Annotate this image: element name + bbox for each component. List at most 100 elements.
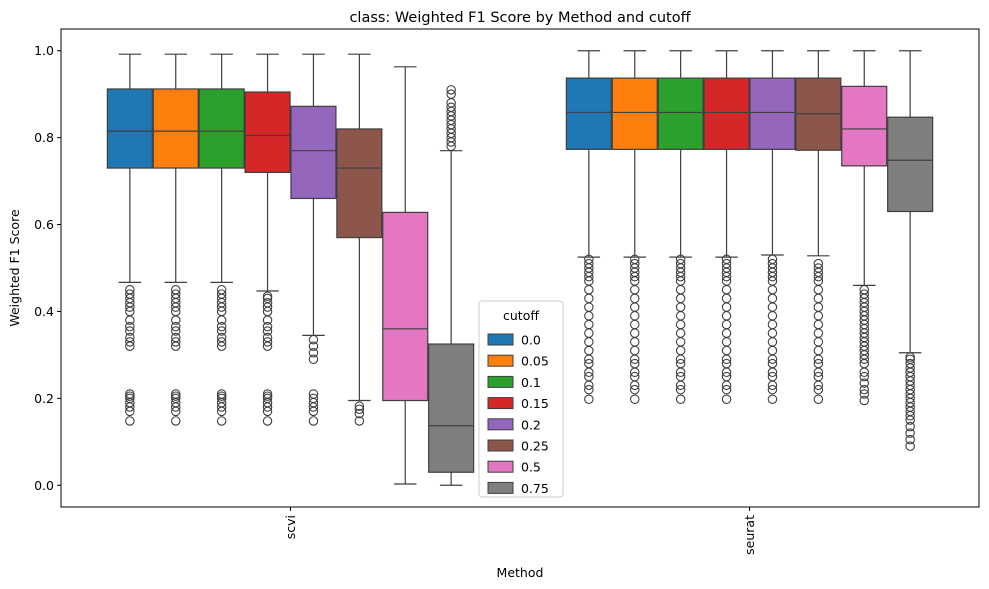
outlier-point [721, 293, 732, 304]
x-tick-label: seurat [742, 515, 757, 555]
outlier-point [859, 395, 869, 406]
outlier-point [584, 328, 594, 338]
x-tick-label: scvi [283, 515, 298, 539]
box-seurat-0.2 [749, 50, 796, 404]
outlier-point [262, 337, 273, 347]
outlier-point [629, 345, 640, 356]
box-scvi-0.0 [106, 53, 153, 426]
outlier-point [216, 326, 227, 336]
y-tick-label: 0.8 [34, 130, 54, 145]
outlier-point [675, 254, 686, 265]
box-scvi-0.25 [336, 53, 383, 426]
outlier-point [171, 416, 181, 426]
outlier-point [216, 337, 227, 347]
outlier-point [125, 389, 135, 399]
outlier-point [721, 284, 732, 295]
outlier-point [859, 389, 869, 399]
outlier-point [767, 311, 778, 321]
box-body [198, 88, 245, 169]
box-body [611, 77, 658, 150]
outlier-point [629, 319, 640, 330]
outlier-point [584, 384, 594, 395]
legend-entry: 0.25 [521, 439, 549, 454]
outlier-point [125, 416, 135, 426]
box-body [841, 85, 888, 167]
outlier-point [629, 337, 640, 347]
legend-swatch [487, 460, 514, 473]
outlier-point [767, 328, 778, 338]
box-scvi-0.05 [152, 53, 199, 426]
outlier-point [629, 311, 640, 321]
outlier-point [629, 328, 640, 338]
outlier-point [675, 384, 686, 395]
outlier-point [216, 332, 227, 343]
outlier-point [629, 384, 640, 395]
outlier-point [767, 358, 778, 369]
outlier-point [629, 293, 640, 304]
outlier-point [721, 311, 732, 321]
legend: cutoff 0.0 0.05 0.1 0.15 0.2 0.25 0.5 0.75 [478, 300, 564, 498]
box-seurat-0.1 [657, 50, 704, 404]
outlier-point [767, 258, 778, 269]
outlier-point [675, 258, 686, 269]
outlier-point [584, 284, 594, 295]
outlier-point [859, 371, 869, 382]
box-seurat-0.0 [565, 50, 612, 404]
outlier-point [767, 302, 778, 312]
legend-swatch [487, 375, 514, 388]
outlier-point [171, 389, 181, 399]
outlier-point [813, 263, 824, 273]
outlier-point [629, 254, 640, 265]
legend-swatch [487, 481, 514, 494]
outlier-point [216, 389, 227, 399]
box-body [657, 77, 704, 150]
outlier-point [905, 352, 915, 362]
outlier-point [629, 394, 640, 404]
outlier-point [675, 319, 686, 330]
box-body [106, 88, 153, 169]
legend-swatch [487, 418, 514, 431]
outlier-point [171, 289, 181, 299]
legend-entry: 0.2 [521, 417, 541, 432]
outlier-point [262, 298, 273, 308]
outlier-point [446, 89, 456, 99]
outlier-point [125, 289, 135, 299]
outlier-point [813, 319, 824, 330]
outlier-point [721, 302, 732, 312]
outlier-point [308, 389, 319, 399]
outlier-point [905, 434, 915, 445]
outlier-point [675, 293, 686, 304]
outlier-point [171, 321, 181, 332]
outlier-point [905, 421, 915, 432]
outlier-point [721, 328, 732, 338]
outlier-point [262, 326, 273, 336]
outlier-point [767, 319, 778, 330]
outlier-point [629, 371, 640, 382]
plot-area [106, 50, 934, 486]
outlier-point [262, 416, 273, 426]
box-scvi-0.75 [428, 85, 475, 486]
y-tick-label: 0.0 [34, 478, 54, 493]
box-body [703, 77, 750, 150]
outlier-point [584, 337, 594, 347]
outlier-point [446, 102, 456, 112]
outlier-point [767, 254, 778, 265]
x-axis: scvi seurat [283, 507, 757, 555]
outlier-point [813, 394, 824, 404]
legend-swatch [487, 397, 514, 410]
outlier-point [721, 337, 732, 347]
outlier-point [767, 293, 778, 304]
outlier-point [767, 384, 778, 395]
y-tick-label: 1.0 [34, 43, 54, 58]
chart-title: class: Weighted F1 Score by Method and c… [349, 10, 691, 26]
outlier-point [308, 341, 319, 351]
outlier-point [584, 371, 594, 382]
outlier-point [216, 284, 227, 295]
outlier-point [629, 258, 640, 269]
outlier-point [721, 394, 732, 404]
outlier-point [354, 404, 365, 414]
box-seurat-0.05 [611, 50, 658, 404]
outlier-point [171, 337, 181, 347]
box-scvi-0.1 [198, 53, 245, 426]
outlier-point [675, 345, 686, 356]
